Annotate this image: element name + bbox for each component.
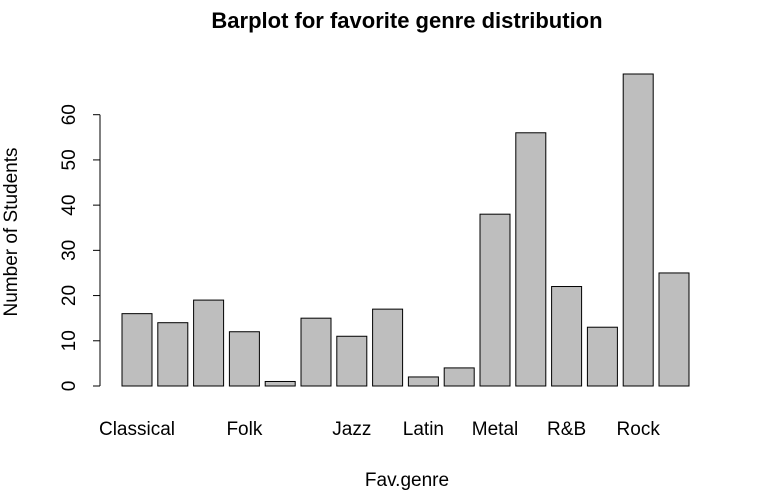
bar xyxy=(515,132,547,387)
x-tick-label: Jazz xyxy=(332,419,371,440)
y-axis-label: Number of Students xyxy=(1,148,22,317)
y-tick-label: 60 xyxy=(59,104,80,125)
bar xyxy=(300,317,332,387)
bar xyxy=(193,299,225,387)
x-axis-label: Fav.genre xyxy=(365,470,449,491)
x-tick-label: Folk xyxy=(226,419,262,440)
x-tick-label: Latin xyxy=(403,419,444,440)
x-tick-label: R&B xyxy=(547,419,586,440)
bar xyxy=(264,380,296,387)
bar xyxy=(443,367,475,387)
y-tick-label: 30 xyxy=(59,240,80,261)
chart-title: Barplot for favorite genre distribution xyxy=(211,8,602,33)
x-tick-label: Rock xyxy=(617,419,661,440)
bar xyxy=(228,331,260,387)
bar xyxy=(658,272,690,387)
y-tick-label: 50 xyxy=(59,149,80,170)
x-tick-label: Classical xyxy=(99,419,175,440)
bar xyxy=(372,308,404,387)
bar xyxy=(121,313,153,387)
bar xyxy=(551,286,583,387)
bar xyxy=(407,376,439,387)
bar xyxy=(586,326,618,387)
bar xyxy=(336,335,368,387)
y-tick-label: 40 xyxy=(59,195,80,216)
y-tick-label: 20 xyxy=(59,285,80,306)
bar xyxy=(479,213,511,387)
bar xyxy=(622,73,654,387)
y-tick-label: 0 xyxy=(59,381,80,392)
y-tick-label: 10 xyxy=(59,330,80,351)
x-tick-label: Metal xyxy=(472,419,518,440)
bar xyxy=(157,322,189,387)
